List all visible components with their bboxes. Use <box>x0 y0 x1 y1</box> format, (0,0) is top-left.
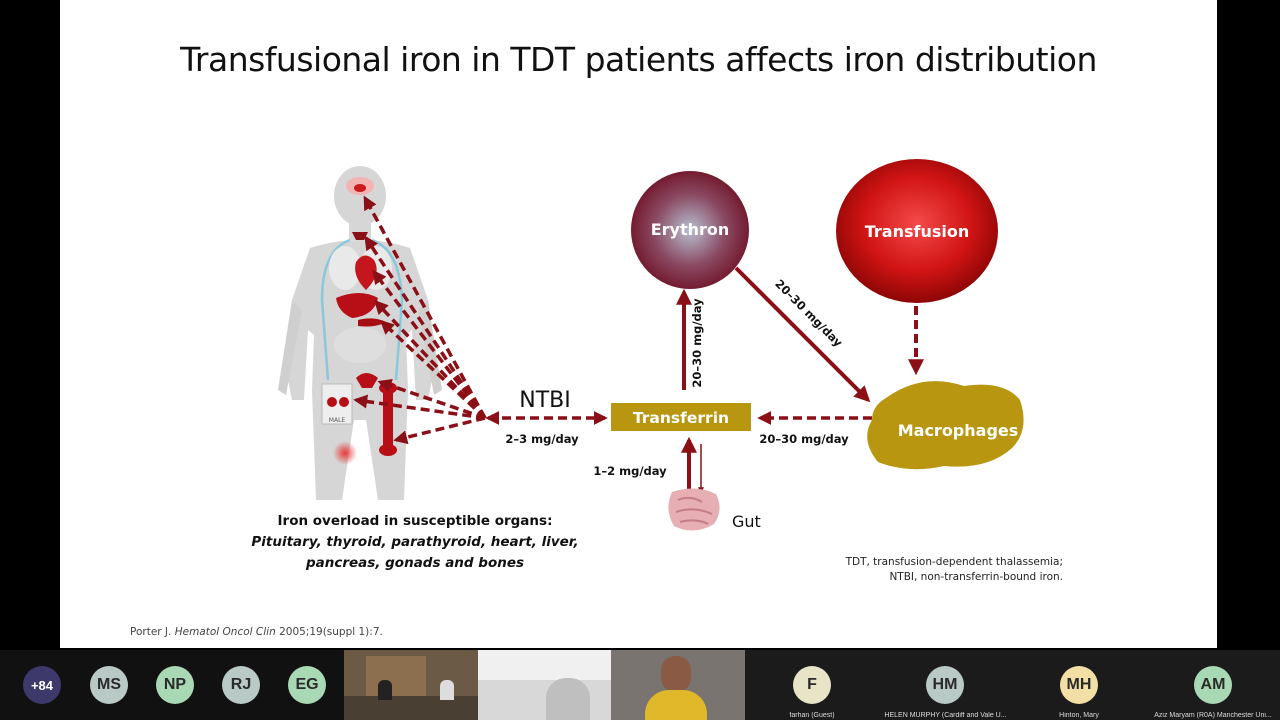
erythron-label: Erythron <box>651 220 730 239</box>
participant-tile-rj[interactable]: RJ <box>218 650 284 720</box>
participant-tile-hm[interactable]: HM HELEN MURPHY (Cardiff and Vale U... <box>879 650 1012 720</box>
transferrin-to-erythron-rate: 20–30 mg/day <box>690 298 704 388</box>
citation-details: 2005;19(suppl 1):7. <box>279 626 383 638</box>
participant-name: Hinton, Mary <box>1059 712 1099 719</box>
male-inset-label: MALE <box>329 417 346 424</box>
participant-name: HELEN MURPHY (Cardiff and Vale U... <box>884 712 1007 719</box>
caption-line-2: Pituitary, thyroid, parathyroid, heart, … <box>251 534 579 550</box>
caption-line-1: Iron overload in susceptible organs: <box>277 513 553 529</box>
avatar: EG <box>288 666 326 704</box>
participant-tile-ms[interactable]: MS <box>86 650 152 720</box>
transfusion-node: Transfusion <box>836 159 998 303</box>
gut-label: Gut <box>732 512 761 531</box>
avatar: MS <box>90 666 128 704</box>
participant-strip: +84 MS NP RJ EG F farhan (Guest) HM HELE… <box>0 650 1280 720</box>
ntbi-organ-arrows <box>353 195 487 445</box>
macrophages-node: Macrophages <box>867 381 1024 470</box>
citation-author: Porter J. <box>130 626 172 638</box>
citation-journal: Hematol Oncol Clin <box>174 626 276 638</box>
avatar: HM <box>926 666 964 704</box>
abbreviation-line-1: TDT, transfusion-dependent thalassemia; <box>845 556 1063 568</box>
erythron-node: Erythron <box>631 171 749 289</box>
transferrin-node: Transferrin <box>611 403 751 431</box>
participant-tile-f[interactable]: F farhan (Guest) <box>745 650 879 720</box>
avatar: AM <box>1194 666 1232 704</box>
macrophages-to-transferrin-rate: 20–30 mg/day <box>759 432 849 446</box>
ntbi-rate: 2–3 mg/day <box>505 432 579 446</box>
abbreviation-line-2: NTBI, non-transferrin-bound iron. <box>889 571 1063 583</box>
presentation-slide: Transfusional iron in TDT patients affec… <box>60 0 1217 648</box>
participant-tile-am[interactable]: AM Aziz Maryam (R0A) Manchester Uni... <box>1146 650 1280 720</box>
iron-distribution-diagram: MALE NTBI 2–3 mg/day Erythron Transfu <box>278 159 1024 531</box>
avatar: RJ <box>222 666 260 704</box>
citation: Porter J. Hematol Oncol Clin 2005;19(sup… <box>130 626 383 638</box>
organ-caption: Iron overload in susceptible organs: Pit… <box>240 511 590 574</box>
video-tile-2[interactable] <box>478 650 611 720</box>
avatar: F <box>793 666 831 704</box>
overflow-participants-tile[interactable]: +84 <box>0 650 86 720</box>
transfusion-label: Transfusion <box>865 222 970 241</box>
ntbi-label: NTBI <box>519 388 570 413</box>
caption-line-3: pancreas, gonads and bones <box>305 555 525 571</box>
avatar: NP <box>156 666 194 704</box>
gut-icon <box>668 488 720 531</box>
participant-name: Aziz Maryam (R0A) Manchester Uni... <box>1154 712 1272 719</box>
participant-tile-np[interactable]: NP <box>152 650 218 720</box>
overflow-count-badge[interactable]: +84 <box>23 666 61 704</box>
avatar: MH <box>1060 666 1098 704</box>
participant-tile-mh[interactable]: MH Hinton, Mary <box>1012 650 1146 720</box>
participant-name: farhan (Guest) <box>789 712 835 719</box>
erythron-to-macrophages-arrow <box>734 266 871 403</box>
video-tile-3[interactable] <box>611 650 745 720</box>
slide-title: Transfusional iron in TDT patients affec… <box>180 40 1097 79</box>
participant-tile-eg[interactable]: EG <box>284 650 344 720</box>
gut-rate: 1–2 mg/day <box>593 464 667 478</box>
human-body-figure: MALE <box>278 166 442 500</box>
macrophages-label: Macrophages <box>898 421 1019 440</box>
video-tile-1[interactable] <box>344 650 478 720</box>
abbreviation-note: TDT, transfusion-dependent thalassemia; … <box>760 555 1063 585</box>
transferrin-label: Transferrin <box>633 409 729 427</box>
